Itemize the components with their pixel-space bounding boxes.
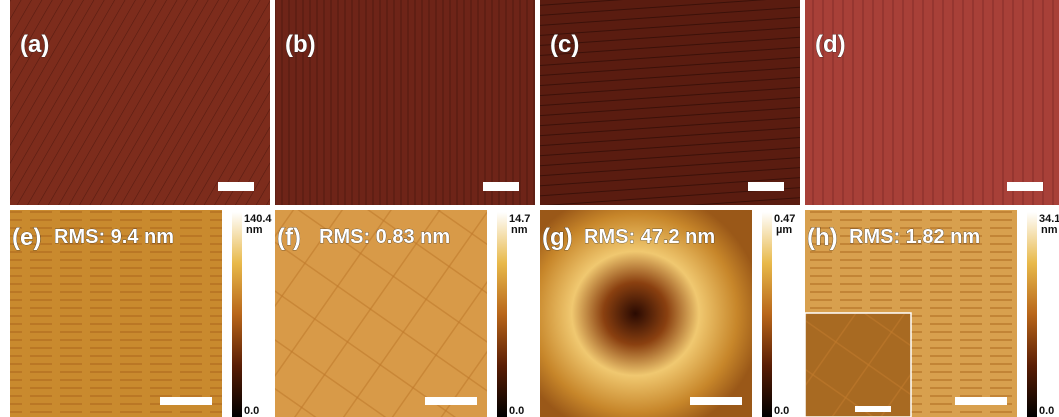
panel-label: (b) — [285, 31, 316, 58]
colorbar-min: 0.0 — [1039, 405, 1054, 417]
scale-bar — [748, 182, 784, 191]
figure: (a)(b)(c)(d)(e)RMS: 9.4 nm140.4nm0.0(f)R… — [0, 0, 1059, 417]
scale-bar — [855, 406, 891, 412]
scale-bar — [690, 397, 742, 405]
colorbar-min: 0.0 — [774, 405, 789, 417]
rms-label: RMS: 47.2 nm — [584, 226, 715, 248]
colorbar-unit: nm — [246, 224, 263, 236]
colorbar-min: 0.0 — [244, 405, 259, 417]
scale-bar — [218, 182, 254, 191]
colorbar-min: 0.0 — [509, 405, 524, 417]
scale-bar — [160, 397, 212, 405]
panel-label: (a) — [20, 31, 49, 58]
scale-bar — [955, 397, 1007, 405]
panel-label: (f) — [277, 224, 301, 251]
colorbar — [232, 212, 242, 417]
rms-label: RMS: 0.83 nm — [319, 226, 450, 248]
panel-label: (e) — [12, 224, 41, 251]
panel-label: (h) — [807, 224, 838, 251]
colorbar-unit: nm — [511, 224, 528, 236]
scale-bar — [1007, 182, 1043, 191]
panel-label: (g) — [542, 224, 573, 251]
inset-texture — [806, 314, 910, 416]
colorbar — [497, 212, 507, 417]
scale-bar — [483, 182, 519, 191]
colorbar — [1027, 212, 1037, 417]
panel-label: (d) — [815, 31, 846, 58]
rms-label: RMS: 1.82 nm — [849, 226, 980, 248]
colorbar — [762, 212, 772, 417]
colorbar-unit: µm — [776, 224, 792, 236]
colorbar-unit: nm — [1041, 224, 1058, 236]
panel-label: (c) — [550, 31, 579, 58]
rms-label: RMS: 9.4 nm — [54, 226, 174, 248]
scale-bar — [425, 397, 477, 405]
